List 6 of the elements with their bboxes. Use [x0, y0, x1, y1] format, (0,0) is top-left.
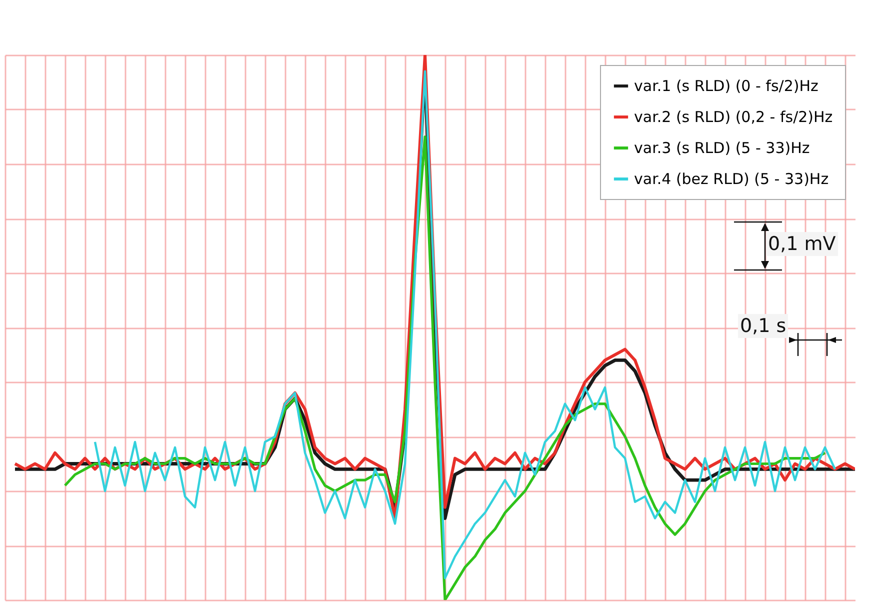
legend-label: var.2 (s RLD) (0,2 - fs/2)Hz	[634, 108, 833, 126]
legend-label: var.4 (bez RLD) (5 - 33)Hz	[634, 170, 829, 188]
annotation: 0,1 s	[738, 314, 788, 338]
legend-label: var.3 (s RLD) (5 - 33)Hz	[634, 139, 810, 157]
annotation: 0,1 mV	[766, 232, 838, 256]
legend-label: var.1 (s RLD) (0 - fs/2)Hz	[634, 77, 818, 95]
